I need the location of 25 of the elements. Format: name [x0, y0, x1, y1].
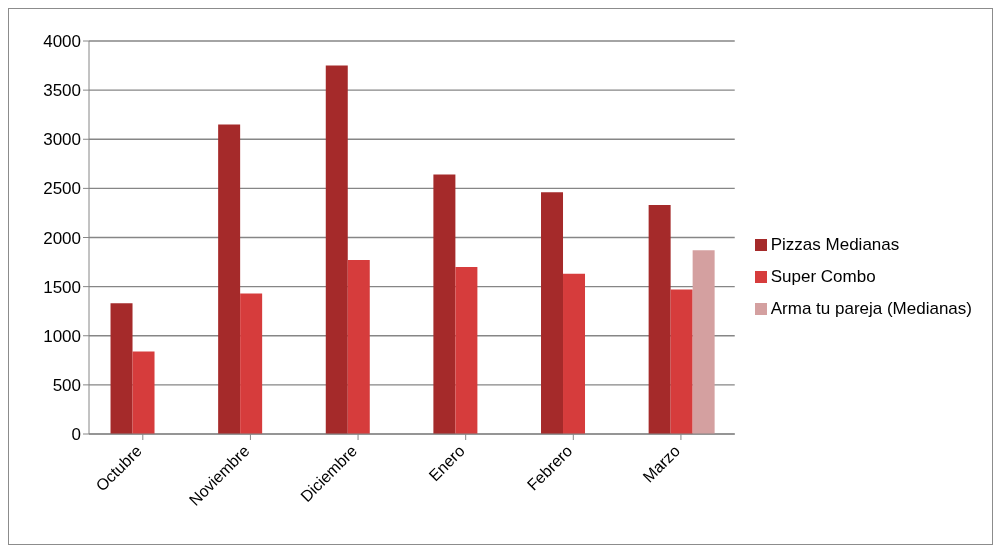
legend-label: Super Combo — [770, 266, 876, 286]
y-tick-label: 1500 — [43, 277, 81, 297]
bar — [218, 124, 241, 434]
y-tick-label: 2000 — [43, 228, 81, 248]
y-tick-label: 3000 — [43, 130, 81, 150]
bar — [433, 174, 456, 434]
bar — [325, 65, 348, 434]
bar — [347, 260, 370, 434]
bar — [692, 250, 715, 434]
bar — [541, 192, 564, 434]
y-tick-label: 3500 — [43, 81, 81, 101]
legend-label: Pizzas Medianas — [770, 234, 900, 254]
bar — [110, 303, 133, 434]
bar — [648, 205, 671, 434]
y-tick-label: 0 — [71, 425, 81, 445]
bar — [563, 273, 586, 434]
y-tick-label: 2500 — [43, 179, 81, 199]
y-tick-label: 500 — [52, 375, 81, 395]
bar — [240, 293, 263, 434]
legend-label: Arma tu pareja (Medianas) — [770, 298, 972, 318]
bar — [455, 266, 478, 434]
bar — [132, 351, 155, 434]
y-tick-label: 1000 — [43, 326, 81, 346]
bar — [670, 289, 693, 434]
y-tick-label: 4000 — [43, 32, 81, 52]
